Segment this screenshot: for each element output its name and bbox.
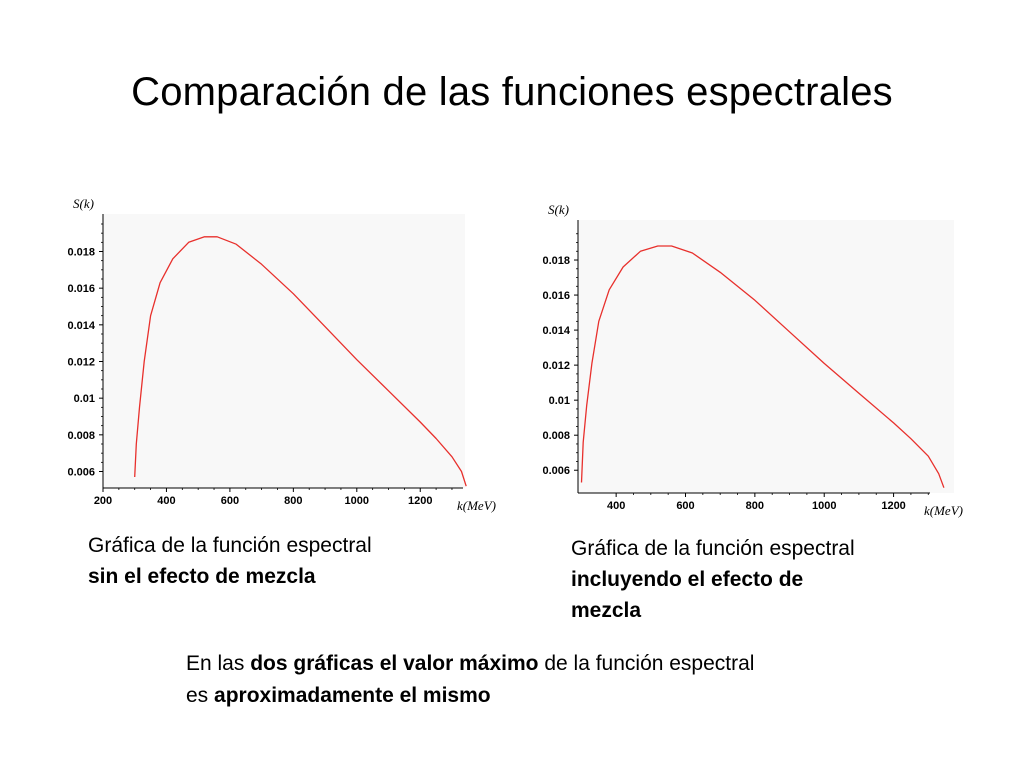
conclusion-text-2: dos gráficas el valor máximo (250, 652, 539, 675)
left-chart-ylabel: S(k) (73, 196, 94, 211)
spectral-chart-right-svg: 0.006 0.008 0.01 0.012 0.014 0.016 0.018 400 600… (542, 202, 963, 518)
left-chart-xtick-label: 1200 (408, 495, 432, 507)
right-chart-ytick-label: 0.018 (542, 255, 570, 267)
right-chart-ytick-label: 0.008 (542, 430, 570, 442)
caption-right-line2a: incluyendo el efecto de (571, 568, 804, 591)
left-chart-xlabel: k(MeV) (457, 498, 496, 513)
spectral-chart-left-svg: 0.006 0.008 0.01 0.012 0.014 0.016 0.018 200 400… (67, 196, 496, 513)
conclusion-text-4: es (186, 684, 215, 707)
right-chart-plot-area (578, 220, 954, 493)
conclusion-text-3: de la función espectral (538, 652, 755, 675)
left-chart-ytick-label: 0.008 (67, 430, 95, 442)
left-chart-series-line-0 (134, 236, 467, 487)
right-chart-xlabel: k(MeV) (924, 503, 963, 518)
left-chart-ytick-label: 0.014 (67, 320, 95, 332)
conclusion-note: En las dos gráficas el valor máximo de l… (186, 648, 754, 712)
right-chart-series-line-0 (580, 245, 945, 488)
caption-right: Gráfica de la función espectral incluyen… (571, 533, 855, 626)
left-chart-ytick-label: 0.012 (67, 357, 95, 369)
conclusion-line1: En las dos gráficas el valor máximo de l… (186, 648, 754, 680)
spectral-chart-right: 0.006 0.008 0.01 0.012 0.014 0.016 0.018 400 600… (520, 190, 990, 530)
left-chart-xtick-label: 400 (157, 495, 175, 507)
right-chart-xtick-label: 600 (676, 500, 694, 512)
right-chart-xtick-label: 1200 (881, 500, 905, 512)
right-chart-ytick-label: 0.006 (542, 465, 570, 477)
left-chart-xtick-label: 800 (284, 495, 302, 507)
caption-left-line2: sin el efecto de mezcla (88, 565, 316, 588)
left-chart-ytick-label: 0.006 (67, 467, 95, 479)
right-chart-xtick-label: 1000 (812, 500, 836, 512)
right-chart-xtick-label: 800 (746, 500, 764, 512)
left-chart-ytick-label: 0.016 (67, 283, 95, 295)
right-chart-ylabel: S(k) (548, 202, 569, 217)
left-chart-plot-area (103, 214, 465, 488)
right-chart-ytick-label: 0.012 (542, 360, 570, 372)
left-chart-ytick-label: 0.018 (67, 247, 95, 259)
conclusion-text-5: aproximadamente el mismo (214, 684, 491, 707)
spectral-chart-left: 0.006 0.008 0.01 0.012 0.014 0.016 0.018 200 400… (55, 190, 515, 520)
caption-left: Gráfica de la función espectral sin el e… (88, 530, 372, 592)
right-chart-ytick-label: 0.016 (542, 290, 570, 302)
left-chart-xtick-label: 1000 (345, 495, 369, 507)
caption-right-line2b: mezcla (571, 599, 642, 622)
left-chart-xtick-label: 200 (94, 495, 112, 507)
slide-title: Comparación de las funciones espectrales (131, 70, 893, 114)
conclusion-text-1: En las (186, 652, 251, 675)
left-chart-xtick-label: 600 (221, 495, 239, 507)
conclusion-line2: es aproximadamente el mismo (186, 680, 754, 712)
left-chart-ytick-label: 0.01 (74, 393, 95, 405)
right-chart-ytick-label: 0.014 (542, 325, 570, 337)
right-chart-ytick-label: 0.01 (549, 395, 570, 407)
right-chart-xtick-label: 400 (607, 500, 625, 512)
caption-right-line1: Gráfica de la función espectral (571, 537, 855, 560)
caption-left-line1: Gráfica de la función espectral (88, 534, 372, 557)
